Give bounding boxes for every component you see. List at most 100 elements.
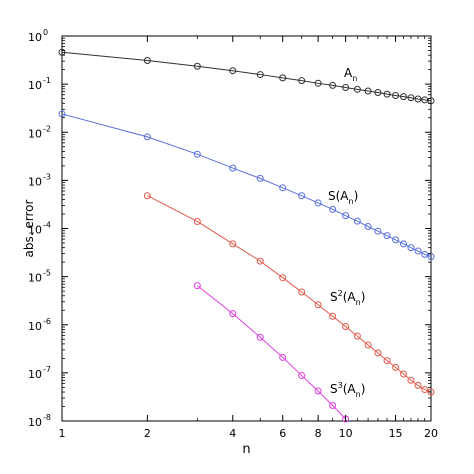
data-point — [298, 192, 306, 200]
data-point — [364, 87, 372, 95]
y-tick-label: 10 — [28, 224, 42, 237]
data-point — [383, 357, 391, 365]
data-point — [329, 81, 337, 89]
y-tick-label-exponent: -4 — [43, 221, 51, 230]
data-point — [314, 79, 322, 87]
y-tick-label-exponent: 0 — [43, 28, 48, 37]
data-point — [407, 94, 415, 102]
x-axis-label: n — [242, 442, 250, 457]
y-tick-label: 10 — [28, 175, 42, 188]
data-point — [364, 223, 372, 231]
data-point — [298, 372, 306, 380]
x-tick-label: 20 — [424, 427, 438, 440]
y-tick-label: 10 — [28, 31, 42, 44]
data-point — [374, 88, 382, 96]
data-point — [353, 332, 361, 340]
data-point — [298, 288, 306, 296]
data-point — [400, 240, 408, 248]
data-point — [314, 301, 322, 309]
y-tick-label-exponent: -8 — [43, 413, 51, 422]
data-point — [279, 74, 287, 82]
series-labels: An S(An) S2(An) S3(An) — [328, 66, 365, 399]
data-point — [392, 92, 400, 100]
y-tick-label-exponent: -7 — [43, 365, 51, 374]
x-tick-label: 4 — [229, 427, 236, 440]
data-point — [329, 312, 337, 320]
series-1 — [58, 110, 435, 261]
x-tick-label: 1 — [59, 427, 66, 440]
axes: 10 010 -110 -210 -310 -410 -510 -610 -710 -81 2 4 6 8… — [28, 28, 438, 440]
data-point — [353, 85, 361, 93]
data-point — [407, 244, 415, 252]
data-point — [342, 212, 350, 220]
plot-area — [61, 35, 432, 422]
data-point — [229, 310, 237, 318]
series-line — [61, 113, 432, 258]
y-tick-label-exponent: -1 — [43, 76, 51, 85]
x-tick-label: 2 — [144, 427, 151, 440]
data-point — [329, 205, 337, 213]
x-tick-label: 10 — [339, 427, 353, 440]
data-point — [421, 386, 429, 394]
data-point — [364, 341, 372, 349]
data-point — [421, 250, 429, 258]
data-point — [229, 240, 237, 248]
data-point — [392, 363, 400, 371]
series-label: S2(An) — [330, 289, 365, 307]
data-point — [279, 353, 287, 361]
y-axis-label: abs. error — [22, 199, 36, 257]
data-point — [193, 150, 201, 158]
data-point — [374, 349, 382, 357]
data-point — [314, 387, 322, 395]
data-point — [314, 199, 322, 207]
data-point — [383, 232, 391, 240]
series-3 — [193, 282, 350, 423]
data-point — [193, 62, 201, 70]
data-point — [374, 227, 382, 235]
data-point — [143, 56, 151, 64]
plot-frame — [61, 35, 432, 422]
data-point — [383, 90, 391, 98]
data-point — [342, 322, 350, 330]
data-point — [58, 110, 66, 118]
data-point — [407, 376, 415, 384]
y-tick-label: 10 — [28, 272, 42, 285]
data-point — [229, 67, 237, 75]
data-point — [143, 133, 151, 141]
data-point — [279, 184, 287, 192]
data-point — [414, 95, 422, 103]
y-tick-label: 10 — [28, 320, 42, 333]
data-point — [256, 174, 264, 182]
y-tick-label-exponent: -3 — [43, 172, 51, 181]
data-point — [143, 192, 151, 200]
data-point — [414, 247, 422, 255]
data-point — [342, 84, 350, 92]
data-point — [427, 97, 435, 105]
series-line — [61, 51, 432, 102]
data-point — [400, 93, 408, 101]
x-tick-label: 15 — [389, 427, 403, 440]
data-point — [256, 333, 264, 341]
x-tick-label: 8 — [315, 427, 322, 440]
series-line — [147, 195, 432, 393]
y-tick-label-exponent: -6 — [43, 317, 51, 326]
x-tick-label: 6 — [279, 427, 286, 440]
series-2 — [143, 192, 435, 396]
series-label: S(An) — [328, 189, 358, 206]
data-point — [298, 77, 306, 85]
series-0 — [58, 48, 435, 105]
data-point — [279, 274, 287, 282]
y-tick-label-exponent: -5 — [43, 269, 51, 278]
series-label: An — [344, 66, 357, 83]
y-tick-label: 10 — [28, 127, 42, 140]
data-point — [229, 164, 237, 172]
series-label: S3(An) — [330, 381, 365, 399]
series-group — [58, 48, 435, 423]
data-point — [193, 217, 201, 225]
y-tick-label: 10 — [28, 416, 42, 429]
data-point — [414, 381, 422, 389]
y-tick-label: 10 — [28, 79, 42, 92]
data-point — [400, 370, 408, 378]
y-tick-label: 10 — [28, 368, 42, 381]
